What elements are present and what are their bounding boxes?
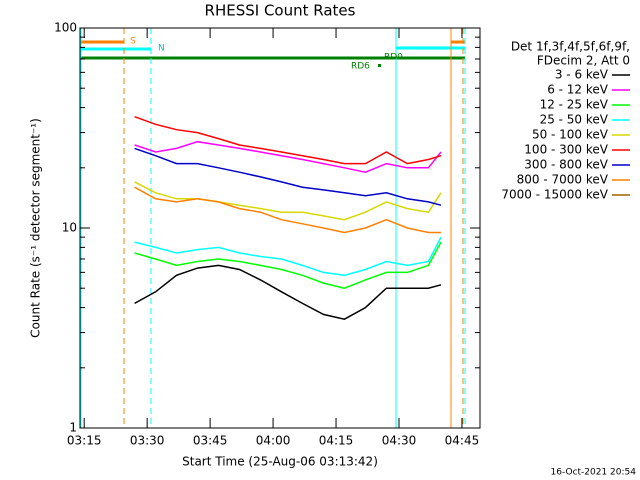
x-tick-label: 04:00 (256, 434, 291, 448)
series-line (134, 181, 442, 221)
legend-label: 7000 - 15000 keV (501, 188, 608, 202)
series-line (134, 236, 442, 277)
y-axis-label: Count Rate (s⁻¹ detector segment⁻¹) (29, 118, 43, 338)
legend-label: 50 - 100 keV (532, 128, 609, 142)
x-tick-label: 03:30 (130, 434, 165, 448)
legend-title: Det 1f,3f,4f,5f,6f,9f, (511, 40, 630, 54)
legend-label: 3 - 6 keV (555, 68, 609, 82)
x-axis-label: Start Time (25-Aug-06 03:13:42) (182, 455, 378, 469)
y-tick-label: 100 (54, 21, 77, 35)
legend-label: 300 - 800 keV (524, 158, 608, 172)
series-line (134, 147, 442, 206)
annotation: S (130, 37, 136, 47)
series-line (134, 186, 441, 234)
chart-title: RHESSI Count Rates (205, 2, 356, 20)
plot-frame (79, 27, 481, 429)
y-tick-label: 1 (69, 421, 77, 435)
legend-label: 100 - 300 keV (524, 143, 608, 157)
legend-title: FDecim 2, Att 0 (537, 54, 630, 68)
legend-label: 800 - 7000 keV (517, 173, 609, 187)
legend-label: 6 - 12 keV (547, 83, 609, 97)
annotation: N (158, 44, 165, 54)
annotation: RD0 (384, 53, 403, 63)
x-tick-label: 04:45 (445, 434, 480, 448)
series-line (134, 115, 442, 165)
x-tick-label: 04:15 (319, 434, 354, 448)
legend-label: 25 - 50 keV (540, 113, 609, 127)
x-tick-label: 03:45 (193, 434, 228, 448)
series-line (134, 140, 442, 173)
x-tick-label: 03:15 (67, 434, 102, 448)
annotation: RD6 (351, 62, 370, 72)
flags (80, 28, 466, 428)
footer: 16-Oct-2021 20:54 (551, 468, 637, 478)
series-line (134, 241, 442, 289)
legend-label: 12 - 25 keV (540, 98, 609, 112)
y-tick-label: 10 (62, 221, 77, 235)
x-tick-label: 04:30 (382, 434, 417, 448)
series-line (134, 264, 442, 320)
